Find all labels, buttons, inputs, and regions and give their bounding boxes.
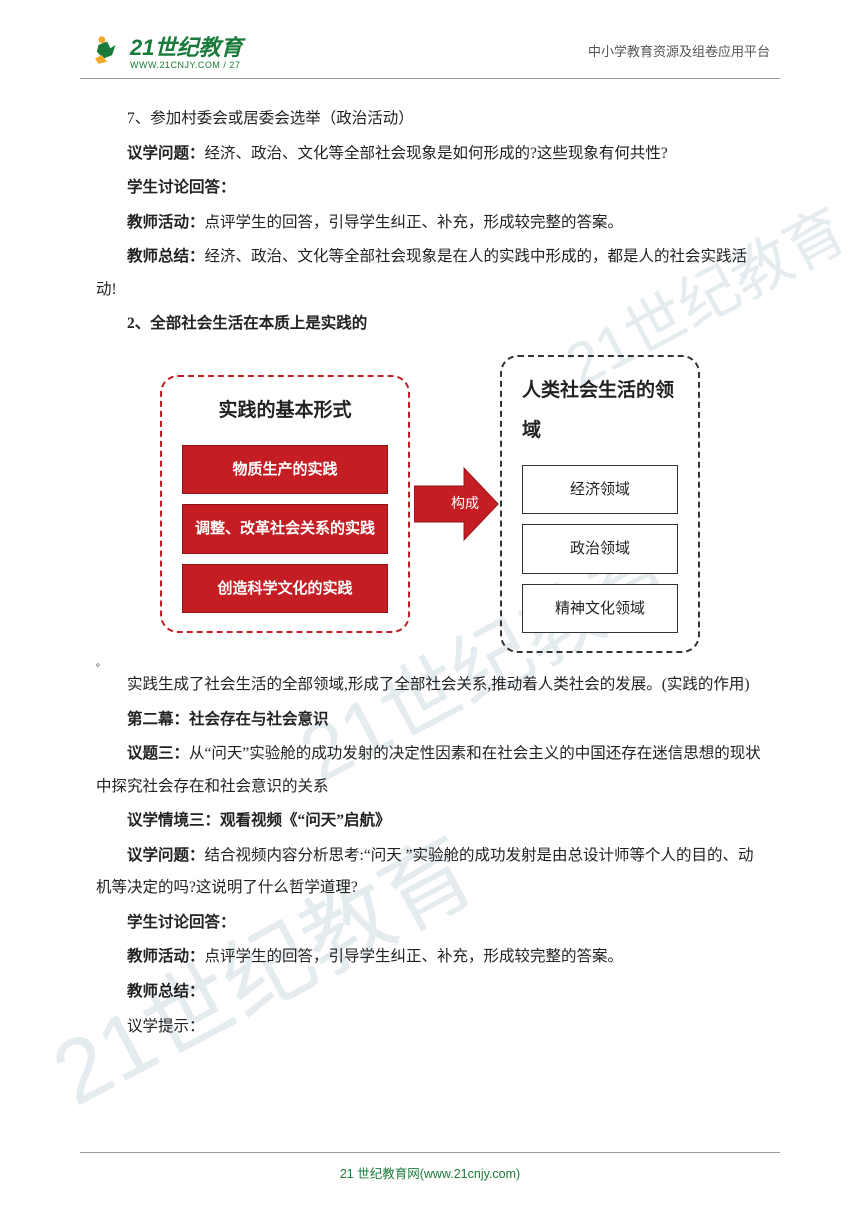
paragraph: 议学问题：结合视频内容分析思考:“问天 ”实验舱的成功发射是由总设计师等个人的目…	[96, 840, 764, 905]
header-subtitle: 中小学教育资源及组卷应用平台	[588, 41, 770, 60]
diagram-right-title: 人类社会生活的领域	[522, 371, 678, 451]
text: 从“问天”实验舱的成功发射的决定性因素和在社会主义的中国还存在迷信思想的现状中探…	[96, 745, 761, 795]
paragraph: 教师活动：点评学生的回答，引导学生纠正、补充，形成较完整的答案。	[96, 941, 764, 974]
footer-text: 21 世纪教育网(www.21cnjy.com)	[340, 1167, 520, 1181]
diagram-arrow-label: 构成	[451, 489, 479, 518]
diagram-left-box: 实践的基本形式 物质生产的实践 调整、改革社会关系的实践 创造科学文化的实践	[160, 375, 410, 633]
diagram-left-item: 调整、改革社会关系的实践	[182, 504, 388, 554]
text: 点评学生的回答，引导学生纠正、补充，形成较完整的答案。	[205, 214, 624, 231]
label: 教师总结：	[127, 248, 205, 265]
paragraph: 7、参加村委会或居委会选举（政治活动）	[96, 103, 764, 136]
logo-text: 21世纪教育	[130, 30, 242, 62]
paragraph: 学生讨论回答：	[96, 172, 764, 205]
paragraph: 议学提示：	[96, 1011, 764, 1044]
diagram-left-item: 创造科学文化的实践	[182, 564, 388, 614]
paragraph: 议学问题：经济、政治、文化等全部社会现象是如何形成的?这些现象有何共性?	[96, 138, 764, 171]
diagram-arrow: 构成	[410, 459, 500, 549]
paragraph: 实践生成了社会生活的全部领域,形成了全部社会关系,推动着人类社会的发展。(实践的…	[96, 669, 764, 702]
diagram-right-item: 政治领域	[522, 524, 678, 574]
label: 议学问题：	[127, 847, 205, 864]
paragraph: 2、全部社会生活在本质上是实践的	[96, 308, 764, 341]
paragraph: 议学情境三：观看视频《“问天”启航》	[96, 805, 764, 838]
diagram: 实践的基本形式 物质生产的实践 调整、改革社会关系的实践 创造科学文化的实践 构…	[96, 355, 764, 653]
logo-icon	[90, 33, 124, 67]
label: 议题三：	[127, 745, 189, 762]
text: 经济、政治、文化等全部社会现象是如何形成的?这些现象有何共性?	[205, 145, 668, 162]
diagram-right-item: 经济领域	[522, 465, 678, 515]
paragraph: 第二幕：社会存在与社会意识	[96, 704, 764, 737]
document-body: 7、参加村委会或居委会选举（政治活动） 议学问题：经济、政治、文化等全部社会现象…	[0, 79, 860, 1043]
diagram-right-box: 人类社会生活的领域 经济领域 政治领域 精神文化领域	[500, 355, 700, 653]
paragraph: 教师活动：点评学生的回答，引导学生纠正、补充，形成较完整的答案。	[96, 207, 764, 240]
bullet: 。	[96, 659, 764, 669]
diagram-left-title: 实践的基本形式	[218, 391, 351, 431]
label: 教师活动：	[127, 948, 205, 965]
text: 点评学生的回答，引导学生纠正、补充，形成较完整的答案。	[205, 948, 624, 965]
logo: 21世纪教育 WWW.21CNJY.COM / 27	[90, 30, 242, 70]
page-footer: 21 世纪教育网(www.21cnjy.com)	[0, 1152, 860, 1182]
page-header: 21世纪教育 WWW.21CNJY.COM / 27 中小学教育资源及组卷应用平…	[80, 0, 780, 79]
diagram-right-item: 精神文化领域	[522, 584, 678, 634]
diagram-left-item: 物质生产的实践	[182, 445, 388, 495]
logo-url: WWW.21CNJY.COM / 27	[130, 60, 242, 70]
paragraph: 教师总结：	[96, 976, 764, 1009]
paragraph: 议题三：从“问天”实验舱的成功发射的决定性因素和在社会主义的中国还存在迷信思想的…	[96, 738, 764, 803]
label: 议学问题：	[127, 145, 205, 162]
label: 教师活动：	[127, 214, 205, 231]
paragraph: 教师总结：经济、政治、文化等全部社会现象是在人的实践中形成的，都是人的社会实践活…	[96, 241, 764, 306]
paragraph: 学生讨论回答：	[96, 907, 764, 940]
